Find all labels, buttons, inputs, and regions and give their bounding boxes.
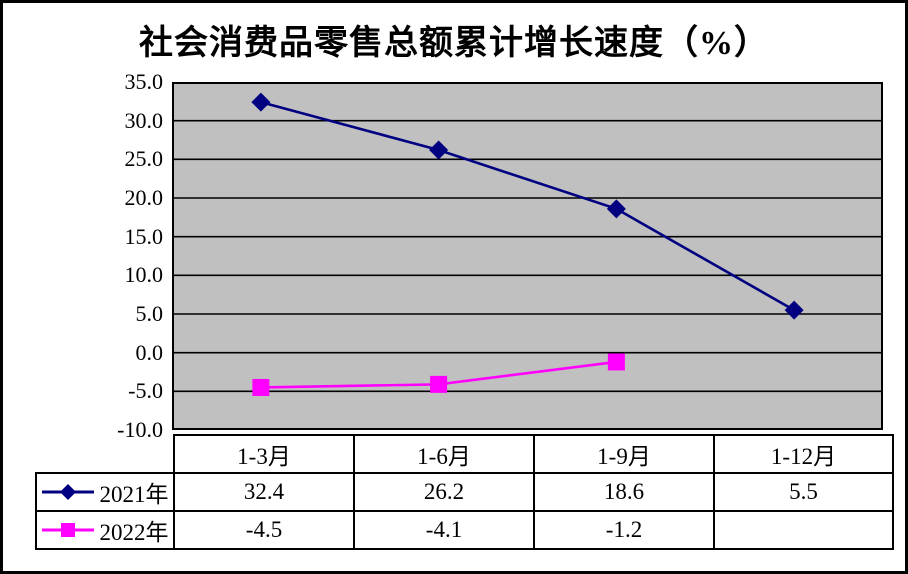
diamond-marker	[429, 140, 449, 160]
diamond-marker	[606, 199, 626, 219]
column-header-1-6: 1-6月	[353, 434, 535, 474]
value-cell: 32.4	[173, 472, 355, 512]
diamond-marker	[784, 300, 804, 320]
value-cell: -1.2	[533, 510, 715, 550]
table-row-2022: 2022年 -4.5 -4.1 -1.2	[35, 510, 894, 550]
y-axis-tick-label: 25.0	[124, 146, 164, 172]
value-cell: 26.2	[353, 472, 535, 512]
diamond-marker	[251, 92, 271, 112]
series-line	[260, 100, 795, 312]
chart-title: 社会消费品零售总额累计增长速度（%）	[139, 25, 769, 62]
y-axis-tick-label: 30.0	[124, 107, 164, 133]
y-axis-tick-label: 10.0	[124, 262, 164, 288]
plot-background	[172, 82, 883, 430]
square-marker	[430, 375, 448, 393]
y-axis-tick-label: 0.0	[135, 339, 164, 365]
plot-border	[172, 82, 883, 430]
table-corner-cell	[36, 435, 174, 473]
y-axis-tick-label: 15.0	[124, 223, 164, 249]
legend-cell-2022: 2022年	[35, 510, 175, 550]
legend-cell-2021: 2021年	[35, 472, 175, 512]
value-cell: -4.1	[353, 510, 535, 550]
series-label-2021: 2021年	[99, 482, 169, 507]
table-row-2021: 2021年 32.4 26.2 18.6 5.5	[35, 472, 894, 512]
square-marker	[607, 353, 625, 371]
legend-key-diamond-icon	[41, 484, 94, 500]
legend-key-square-icon	[41, 523, 94, 537]
y-axis-tick-label: 35.0	[124, 69, 164, 94]
column-header-1-12: 1-12月	[713, 434, 894, 474]
square-marker	[252, 378, 270, 396]
series-label-2022: 2022年	[99, 520, 169, 545]
y-axis-tick-label: -5.0	[128, 378, 163, 404]
column-header-1-9: 1-9月	[533, 434, 715, 474]
data-table: 1-3月 1-6月 1-9月 1-12月 2021年 32.4 26.2 18.…	[35, 434, 894, 550]
y-axis-tick-label: 5.0	[135, 301, 164, 326]
value-cell: 18.6	[533, 472, 715, 512]
table-header-row: 1-3月 1-6月 1-9月 1-12月	[36, 434, 894, 474]
plot-area	[172, 82, 883, 430]
y-axis-tick-label: 20.0	[124, 185, 164, 210]
value-cell: -4.5	[173, 510, 355, 550]
value-cell: 5.5	[713, 472, 894, 512]
column-header-1-3: 1-3月	[173, 434, 355, 474]
value-cell	[713, 510, 894, 550]
